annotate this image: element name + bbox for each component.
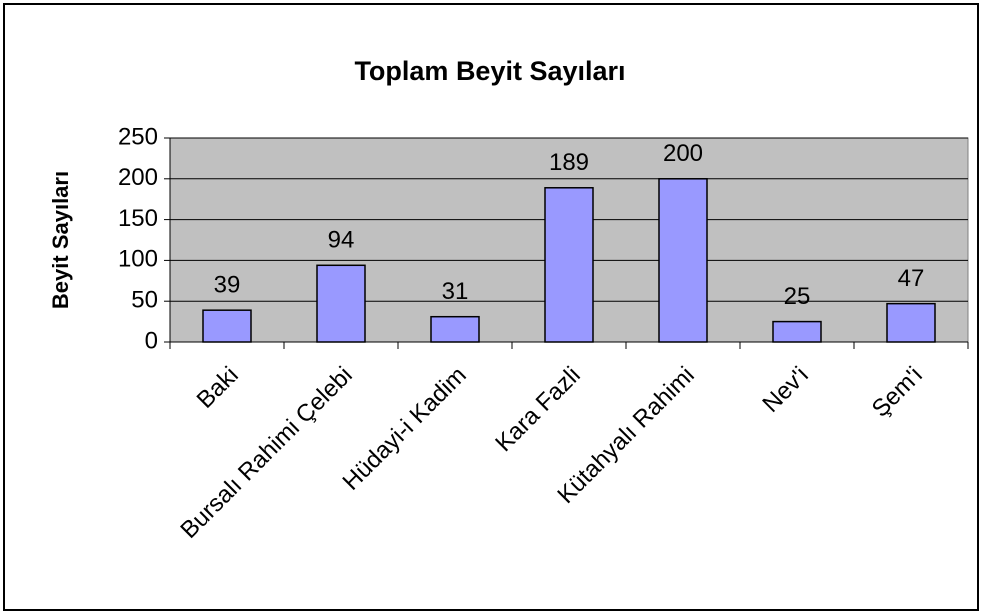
bar (658, 178, 708, 343)
bar (544, 187, 594, 343)
chart-title: Toplam Beyit Sayıları (354, 56, 625, 86)
y-tick-label: 0 (145, 327, 158, 354)
bar (316, 264, 366, 343)
y-tick-label: 50 (131, 287, 158, 314)
bar (430, 315, 480, 343)
y-tick-label: 150 (118, 205, 158, 232)
data-label: 39 (214, 272, 241, 299)
y-axis-label: Beyit Sayıları (48, 171, 73, 309)
y-tick-label: 250 (118, 123, 158, 150)
bar (772, 320, 822, 343)
bar (202, 309, 252, 343)
bar (886, 302, 936, 343)
y-tick-label: 200 (118, 164, 158, 191)
data-label: 189 (549, 149, 589, 176)
data-label: 31 (442, 278, 469, 305)
data-label: 25 (784, 283, 811, 310)
data-label: 94 (328, 227, 355, 254)
data-label: 47 (898, 265, 925, 292)
data-label: 200 (663, 140, 703, 167)
y-tick-label: 100 (118, 246, 158, 273)
